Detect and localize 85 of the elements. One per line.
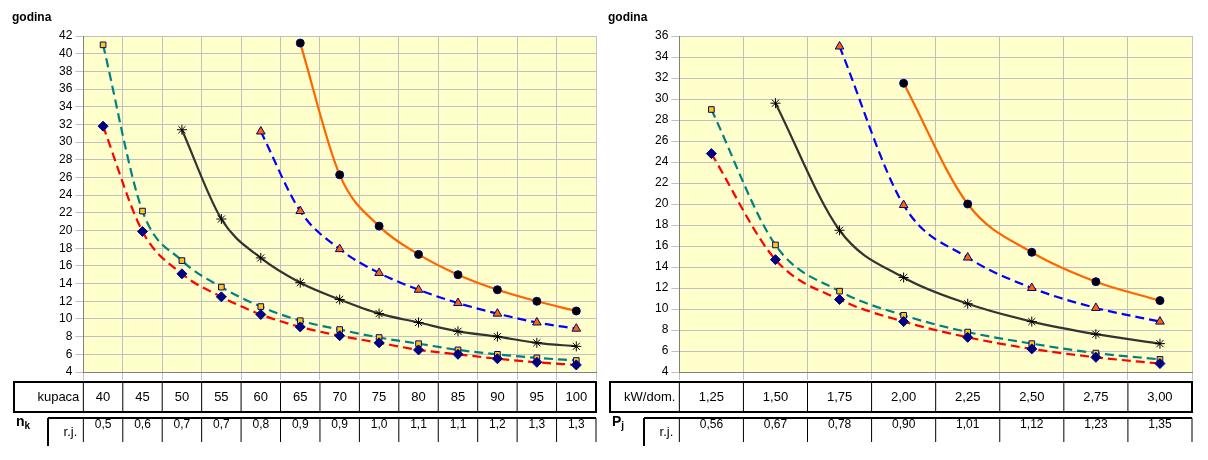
y-tick-label: 12 <box>654 280 669 295</box>
text: 0,7 <box>173 417 191 432</box>
text: 0,9 <box>331 417 349 432</box>
x-tick-label: 2,25 <box>955 388 981 404</box>
x-tick-label: 80 <box>411 388 426 404</box>
x-tick-label: 75 <box>371 388 387 404</box>
text: 0,9 <box>291 417 309 432</box>
y-tick-label: 12 <box>58 293 73 308</box>
y-tick-label: 30 <box>58 134 73 149</box>
y-tick-label: 20 <box>58 222 73 237</box>
text: 1,1 <box>449 417 467 432</box>
text: 0,8 <box>252 417 270 432</box>
y-tick-label: 6 <box>65 346 73 361</box>
x-tick-label: 40 <box>95 388 111 404</box>
text: 0,67 <box>763 417 788 432</box>
y-tick-label: 36 <box>58 81 73 96</box>
y-tick-label: 24 <box>654 154 669 169</box>
text: r.j. <box>63 423 78 439</box>
y-axis-title: godina <box>12 10 52 25</box>
y-tick-label: 20 <box>654 196 669 211</box>
y-tick-label: 38 <box>58 63 73 78</box>
y-tick-label: 18 <box>58 240 73 255</box>
y-tick-label: 32 <box>58 116 73 131</box>
y-tick-label: 4 <box>65 364 73 379</box>
text: 1,0 <box>370 417 388 432</box>
y-tick-label: 28 <box>654 112 669 127</box>
y-tick-label: 32 <box>654 70 669 85</box>
text: 0,78 <box>827 417 852 432</box>
y-tick-label: 18 <box>654 217 669 232</box>
y-tick-label: 10 <box>58 311 73 326</box>
y-tick-label: 6 <box>661 343 669 358</box>
y-tick-label: 34 <box>58 99 73 114</box>
y-tick-label: 40 <box>58 46 73 60</box>
y-tick-label: 36 <box>654 28 669 43</box>
y-tick-label: 24 <box>58 187 73 202</box>
x-tick-label: 1,50 <box>762 388 789 404</box>
text: 1,12 <box>1020 417 1044 432</box>
y-tick-label: 34 <box>654 49 669 64</box>
y-tick-label: 8 <box>65 328 73 343</box>
y-tick-label: 28 <box>58 152 73 167</box>
x-tick-label: 90 <box>490 388 505 404</box>
x-tick-label: 85 <box>450 388 466 404</box>
y-tick-label: 8 <box>661 322 669 337</box>
x-tick-label: 1,75 <box>826 388 853 404</box>
x-tick-label: 3,00 <box>1147 388 1173 404</box>
text: 1,2 <box>489 417 507 432</box>
x-tick-label: 2,75 <box>1083 388 1109 404</box>
y-tick-label: 10 <box>654 301 669 316</box>
y-tick-label: 16 <box>58 258 73 273</box>
y-tick-label: 16 <box>654 238 669 253</box>
y-tick-label: 22 <box>58 205 73 220</box>
text: 0,5 <box>94 417 112 432</box>
y-tick-label: 26 <box>654 133 669 148</box>
y-tick-label: 42 <box>58 28 73 43</box>
x-tick-label: 2,50 <box>1019 388 1045 404</box>
y-tick-label: 22 <box>654 175 669 190</box>
x-tick-label: 95 <box>529 388 545 404</box>
y-tick-label: 14 <box>58 275 73 290</box>
text: 0,7 <box>213 417 231 432</box>
text: 1,23 <box>1084 417 1108 432</box>
x-tick-label: 1,25 <box>698 388 725 404</box>
x-axis-title: kupaca <box>37 388 81 404</box>
text: 1,3 <box>528 417 546 432</box>
x-tick-label: 60 <box>253 388 269 404</box>
text: 1,1 <box>410 417 428 432</box>
y-tick-label: 26 <box>58 169 73 184</box>
text: 0,90 <box>891 417 916 432</box>
text: r.j. <box>659 423 674 439</box>
x-tick-label: 50 <box>174 388 190 404</box>
y-tick-label: 4 <box>661 364 669 379</box>
text: 1,01 <box>956 417 980 432</box>
x-tick-label: 2,00 <box>890 388 917 404</box>
y-axis-title: godina <box>608 10 648 25</box>
text: 1,35 <box>1148 417 1172 432</box>
text: 0,56 <box>699 417 724 432</box>
y-tick-label: 14 <box>654 259 669 274</box>
x-tick-label: 70 <box>332 388 347 404</box>
x-tick-label: 100 <box>565 388 588 404</box>
y-tick-label: 30 <box>654 91 669 106</box>
x-tick-label: 55 <box>214 388 229 404</box>
x-tick-label: 45 <box>135 388 150 404</box>
text: 1,3 <box>567 417 585 432</box>
x-axis-title: kW/dom. <box>624 388 676 404</box>
x-tick-label: 65 <box>293 388 308 404</box>
text: 0,6 <box>134 417 152 432</box>
